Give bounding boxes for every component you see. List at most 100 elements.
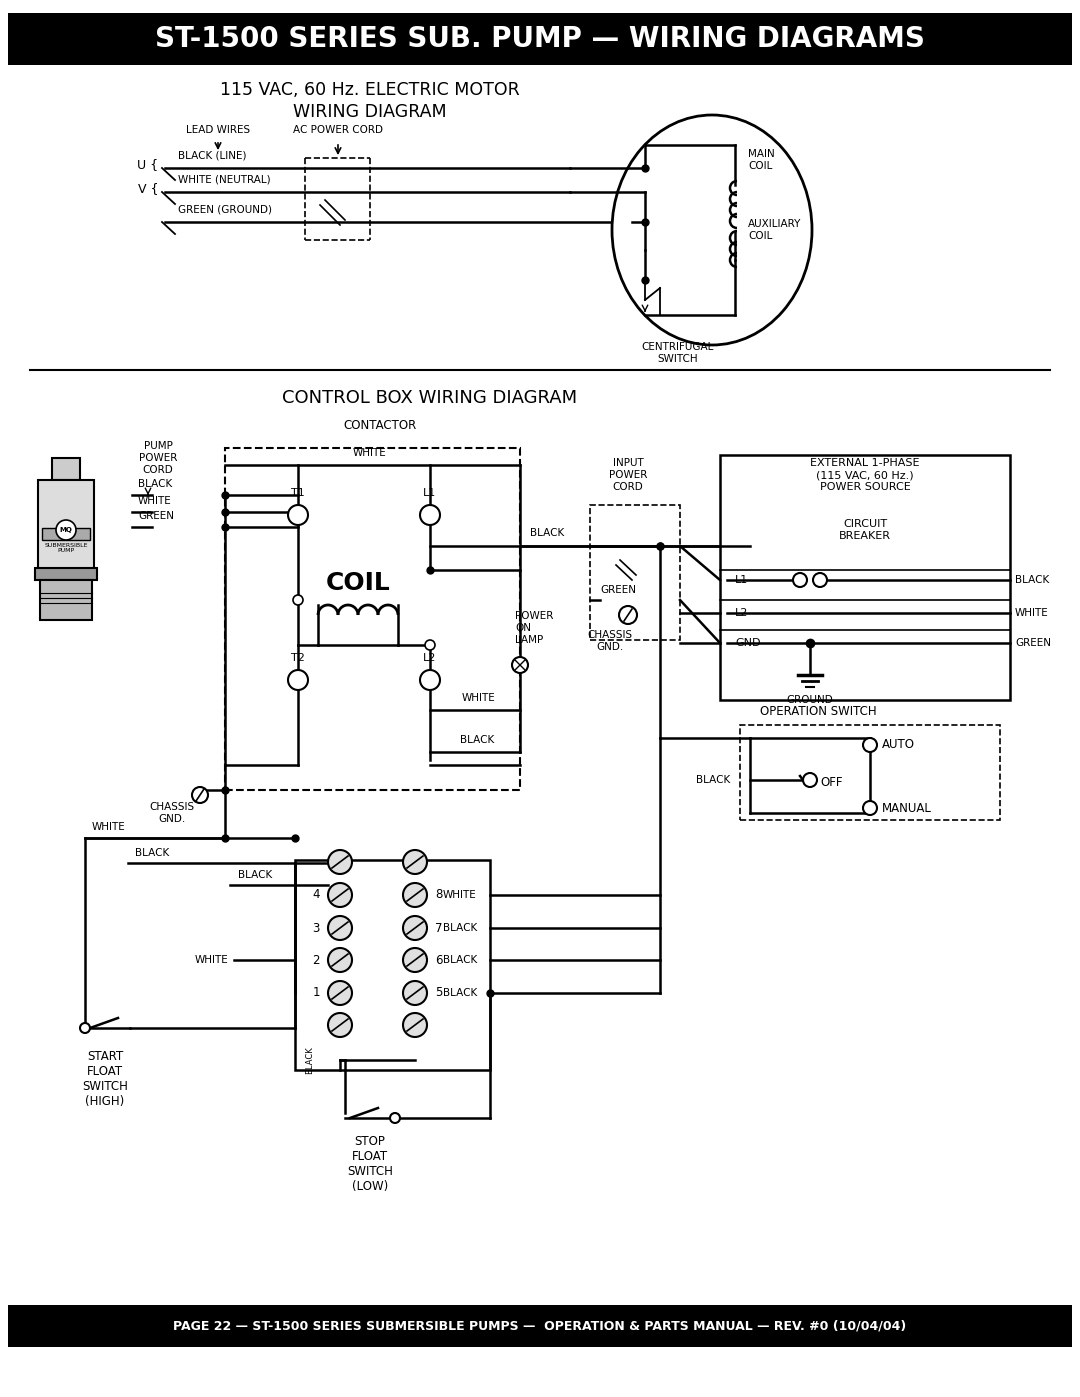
Circle shape (328, 981, 352, 1004)
Text: PUMP
POWER
CORD: PUMP POWER CORD (139, 441, 177, 475)
Circle shape (426, 640, 435, 650)
Text: BLACK: BLACK (135, 848, 170, 858)
Circle shape (512, 657, 528, 673)
Text: CHASSIS
GND.: CHASSIS GND. (588, 630, 633, 651)
Text: COIL: COIL (326, 571, 390, 595)
Text: U {: U { (137, 158, 158, 172)
Text: 5: 5 (435, 986, 443, 999)
Text: 3: 3 (312, 922, 320, 935)
Text: L1: L1 (423, 488, 436, 497)
Circle shape (328, 849, 352, 875)
Text: V {: V { (137, 183, 158, 196)
Text: EXTERNAL 1-PHASE
(115 VAC, 60 Hz.)
POWER SOURCE: EXTERNAL 1-PHASE (115 VAC, 60 Hz.) POWER… (810, 458, 920, 492)
Text: AC POWER CORD: AC POWER CORD (293, 124, 383, 136)
Text: 1: 1 (312, 986, 320, 999)
Text: L2: L2 (735, 608, 748, 617)
Text: WHITE: WHITE (92, 821, 125, 833)
Circle shape (863, 800, 877, 814)
Text: 115 VAC, 60 Hz. ELECTRIC MOTOR: 115 VAC, 60 Hz. ELECTRIC MOTOR (220, 81, 519, 99)
Text: WHITE (NEUTRAL): WHITE (NEUTRAL) (178, 175, 271, 184)
Text: OFF: OFF (820, 775, 842, 788)
Text: BLACK: BLACK (443, 988, 477, 997)
Circle shape (793, 573, 807, 587)
Text: INPUT
POWER
CORD: INPUT POWER CORD (609, 458, 647, 492)
Bar (38, 481, 94, 570)
Text: BLACK: BLACK (443, 956, 477, 965)
Text: WIRING DIAGRAM: WIRING DIAGRAM (293, 103, 447, 122)
Circle shape (80, 1023, 90, 1032)
Bar (740, 725, 1000, 820)
Text: BLACK: BLACK (306, 1046, 314, 1074)
Text: GREEN: GREEN (600, 585, 636, 595)
Text: WHITE: WHITE (194, 956, 228, 965)
Text: START
FLOAT
SWITCH
(HIGH): START FLOAT SWITCH (HIGH) (82, 1051, 127, 1108)
Text: WHITE: WHITE (443, 890, 476, 900)
Text: MAIN
COIL: MAIN COIL (748, 149, 774, 170)
Circle shape (863, 738, 877, 752)
Circle shape (804, 773, 816, 787)
Text: GROUND: GROUND (786, 694, 834, 705)
Text: GREEN: GREEN (1015, 638, 1051, 648)
Text: CENTRIFUGAL
SWITCH: CENTRIFUGAL SWITCH (642, 342, 714, 363)
Bar (590, 504, 680, 640)
Text: BLACK: BLACK (696, 775, 730, 785)
Text: WHITE: WHITE (1015, 608, 1049, 617)
Text: 8: 8 (435, 888, 443, 901)
Text: T2: T2 (292, 652, 305, 664)
Bar (295, 861, 490, 1070)
Text: AUXILIARY
COIL: AUXILIARY COIL (748, 219, 801, 240)
Circle shape (288, 671, 308, 690)
Text: BLACK: BLACK (530, 528, 564, 538)
Text: WHITE: WHITE (353, 448, 387, 458)
Circle shape (420, 504, 440, 525)
Circle shape (403, 1013, 427, 1037)
Bar (8, 1305, 1072, 1347)
Text: POWER
ON
LAMP: POWER ON LAMP (515, 612, 553, 644)
Text: BLACK: BLACK (238, 870, 272, 880)
Text: SUBMERSIBLE
PUMP: SUBMERSIBLE PUMP (44, 542, 87, 553)
Circle shape (420, 671, 440, 690)
Ellipse shape (612, 115, 812, 345)
Text: MQ: MQ (59, 527, 72, 534)
Text: 7: 7 (435, 922, 443, 935)
Text: CHASSIS
GND.: CHASSIS GND. (149, 802, 194, 824)
Circle shape (390, 1113, 400, 1123)
Circle shape (403, 981, 427, 1004)
Text: MANUAL: MANUAL (882, 802, 932, 814)
Text: 4: 4 (312, 888, 320, 901)
Text: BLACK: BLACK (1015, 576, 1050, 585)
Circle shape (56, 520, 76, 541)
Text: LEAD WIRES: LEAD WIRES (186, 124, 251, 136)
Bar (40, 580, 92, 620)
Text: STOP
FLOAT
SWITCH
(LOW): STOP FLOAT SWITCH (LOW) (347, 1134, 393, 1193)
Circle shape (328, 949, 352, 972)
Text: L2: L2 (423, 652, 436, 664)
Circle shape (288, 504, 308, 525)
Bar (42, 528, 90, 541)
Circle shape (619, 606, 637, 624)
Text: CONTROL BOX WIRING DIAGRAM: CONTROL BOX WIRING DIAGRAM (283, 388, 578, 407)
Circle shape (403, 916, 427, 940)
Text: GREEN: GREEN (138, 511, 174, 521)
Text: BLACK (LINE): BLACK (LINE) (178, 149, 246, 161)
Text: BLACK: BLACK (460, 735, 495, 745)
Text: T1: T1 (292, 488, 305, 497)
Circle shape (328, 916, 352, 940)
Bar (8, 13, 1072, 66)
Text: WHITE: WHITE (462, 693, 496, 703)
Circle shape (328, 883, 352, 907)
Circle shape (328, 1013, 352, 1037)
Text: GND: GND (735, 638, 760, 648)
Circle shape (192, 787, 208, 803)
Circle shape (293, 595, 303, 605)
Circle shape (403, 849, 427, 875)
Text: BLACK: BLACK (443, 923, 477, 933)
Bar (225, 448, 519, 789)
Text: CIRCUIT
BREAKER: CIRCUIT BREAKER (839, 520, 891, 541)
Bar (35, 569, 97, 580)
Circle shape (813, 573, 827, 587)
Text: OPERATION SWITCH: OPERATION SWITCH (760, 705, 877, 718)
Text: 6: 6 (435, 954, 443, 967)
Text: CONTACTOR: CONTACTOR (343, 419, 417, 432)
Circle shape (403, 949, 427, 972)
